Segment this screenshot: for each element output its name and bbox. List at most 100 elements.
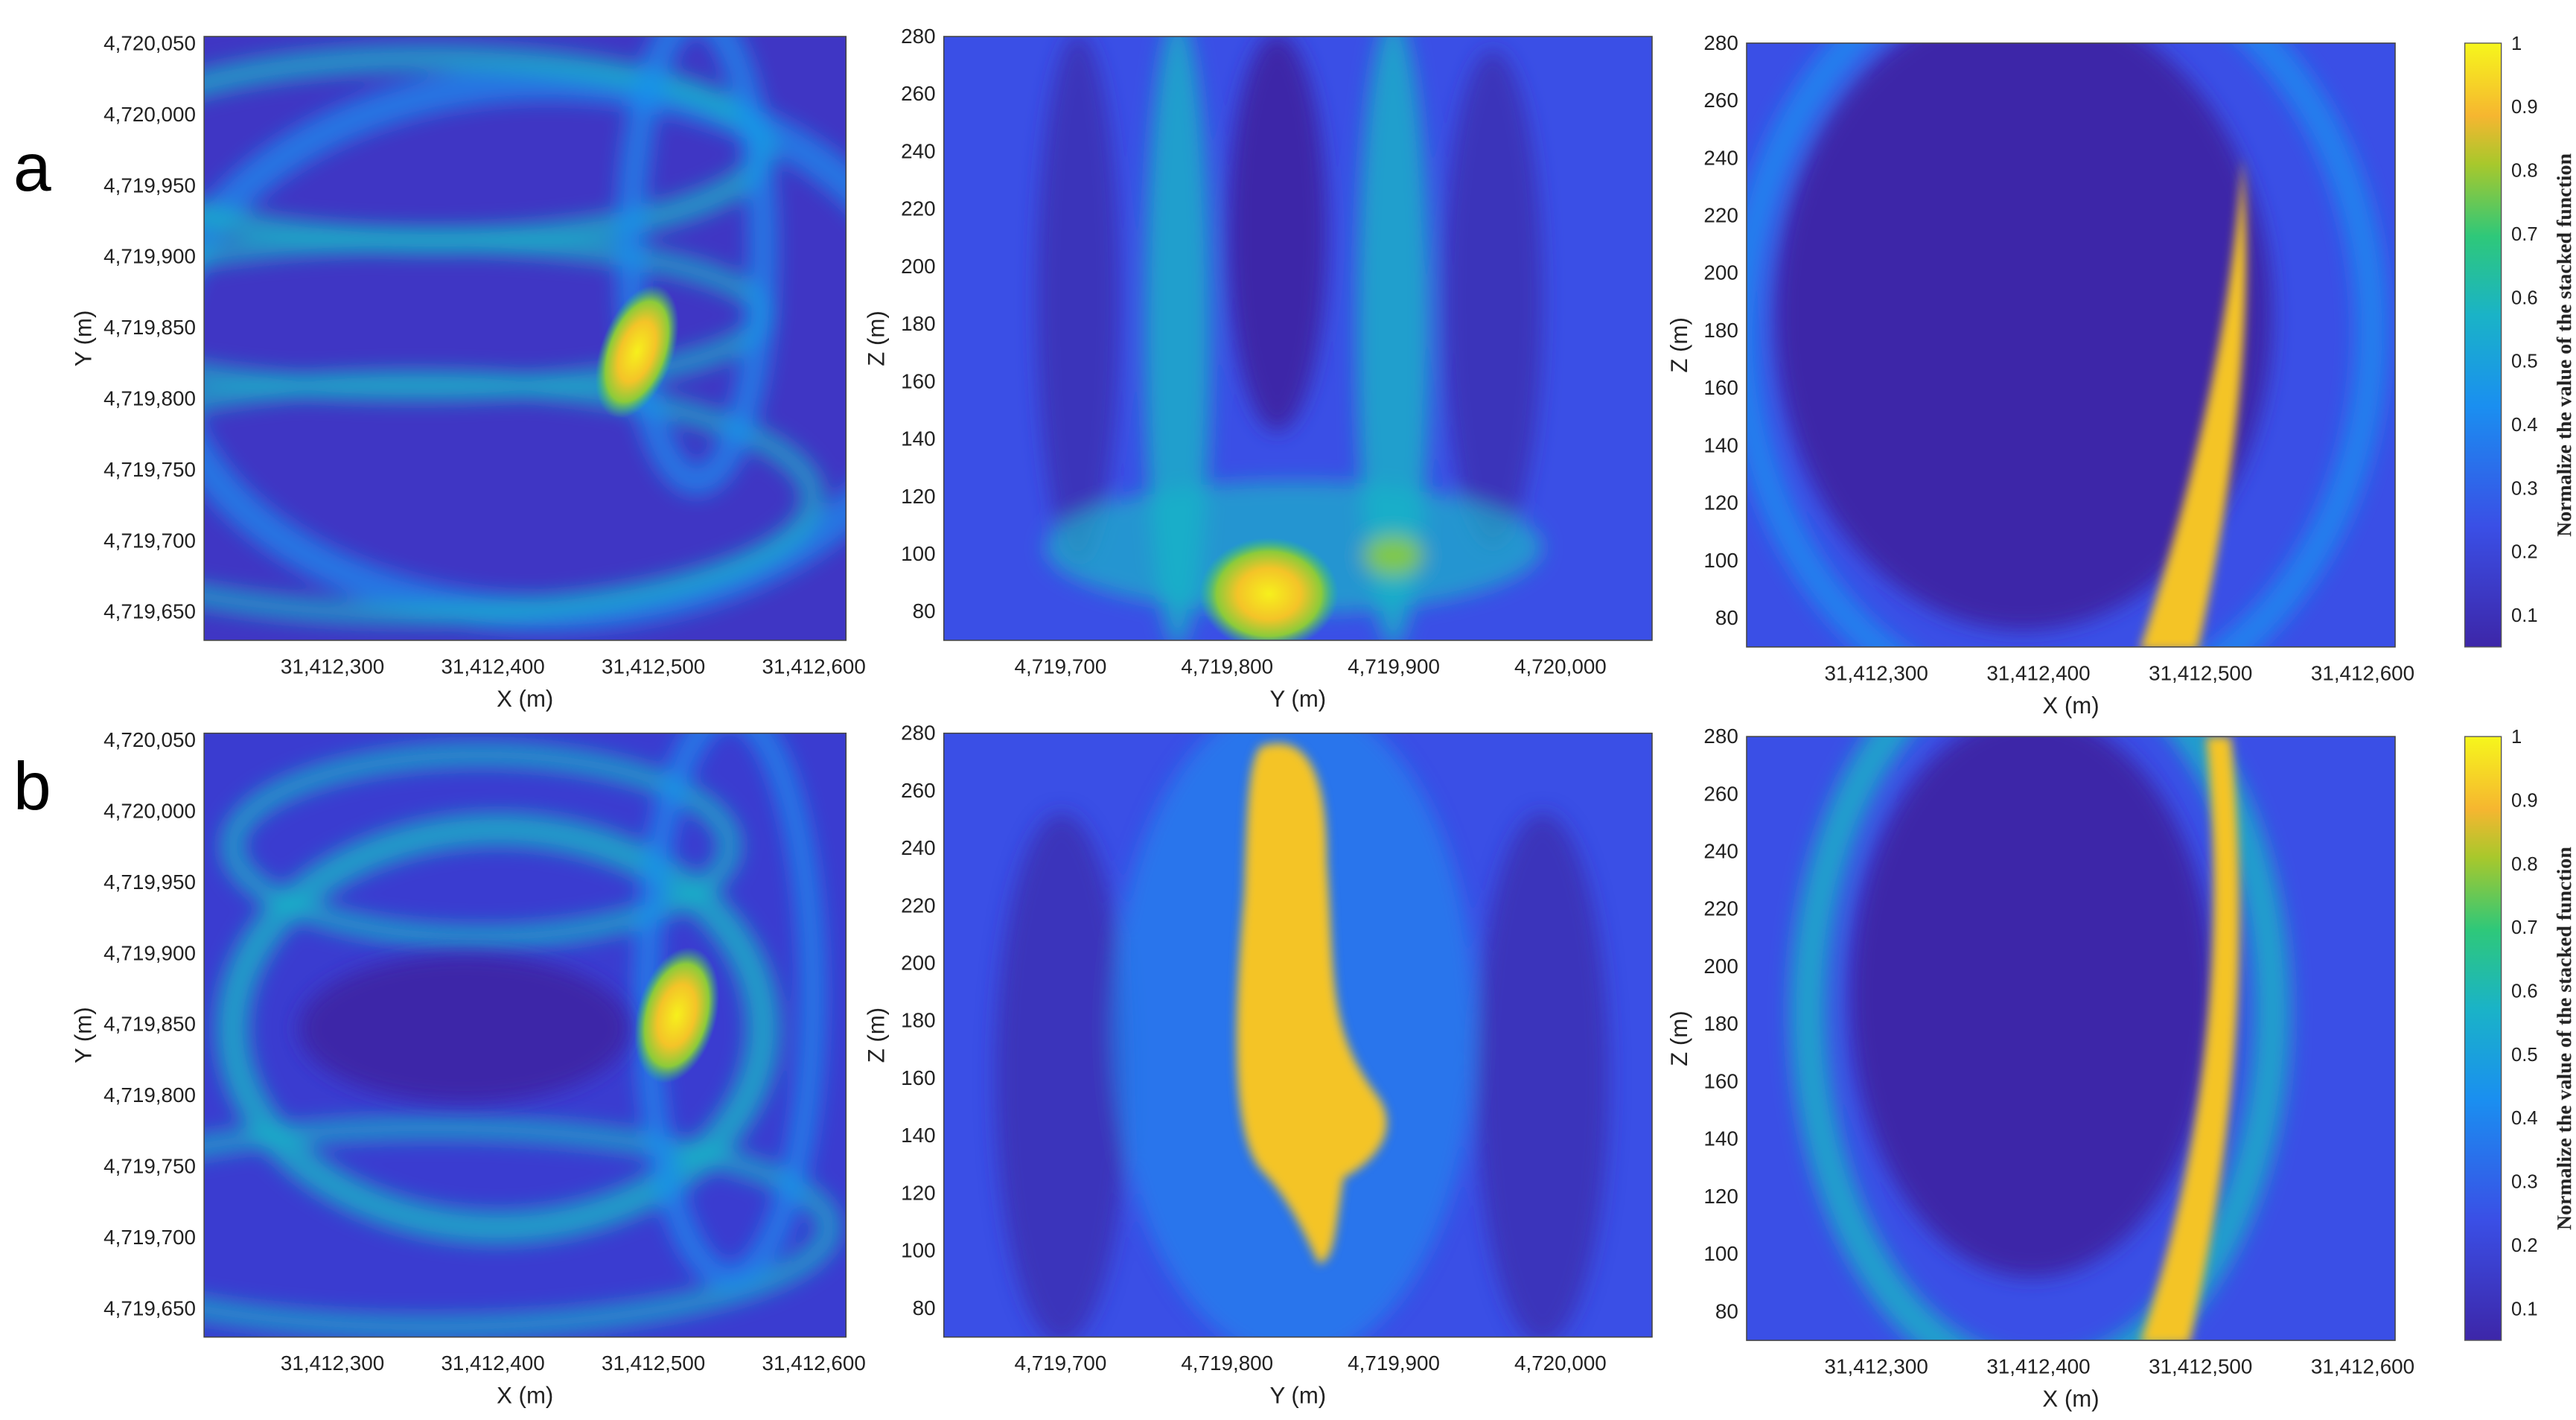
xtick-label-b-xz: 31,412,300 [1825,1355,1928,1378]
ytick-label-b-yz: 80 [913,1296,936,1319]
ytick-label-b-xy: 4,719,850 [103,1013,196,1036]
ytick-label-a-xz: 120 [1703,491,1738,515]
colorbar-tick-label: 0.6 [2511,981,2538,1002]
xlabel-a-xy: X (m) [497,686,553,712]
ytick-label-b-xz: 180 [1703,1012,1738,1035]
ytick-label-b-xy: 4,719,750 [103,1155,196,1178]
xtick-label-a-xz: 31,412,600 [2311,661,2414,684]
ytick-label-b-xz: 80 [1715,1299,1738,1322]
xtick-label-a-xy: 31,412,600 [762,655,866,678]
row-label-a: a [13,130,51,206]
ytick-label-b-xy: 4,720,000 [103,800,196,823]
ytick-label-a-yz: 220 [901,197,935,220]
ytick-label-a-xy: 4,719,850 [103,316,196,339]
panel-a-xy [204,36,847,640]
ytick-label-b-xy: 4,719,800 [103,1083,196,1107]
peak-a-yz [1199,537,1339,640]
xtick-label-a-xy: 31,412,500 [602,655,705,678]
xtick-label-a-xz: 31,412,400 [1986,661,2090,684]
colorbar-tick-label: 0.7 [2511,917,2538,938]
colorbar-tick-label: 0.5 [2511,1045,2538,1066]
ytick-label-a-yz: 240 [901,139,935,162]
xtick-label-b-xy: 31,412,600 [762,1351,866,1375]
xtick-label-a-yz: 4,719,700 [1015,655,1107,678]
panel-b-xy [204,733,847,1337]
ytick-label-a-xz: 280 [1703,31,1738,54]
ytick-label-a-yz: 140 [901,427,935,450]
ytick-label-b-xz: 280 [1703,725,1738,748]
ytick-label-b-yz: 120 [901,1181,935,1204]
ytick-label-b-xz: 160 [1703,1069,1738,1092]
ytick-label-a-xz: 180 [1703,319,1738,342]
ylabel-b-xz: Z (m) [1666,1010,1692,1066]
colorbar-tick-label: 0.3 [2511,478,2538,499]
ytick-label-b-xz: 120 [1703,1185,1738,1208]
ytick-label-a-yz: 260 [901,82,935,105]
ytick-label-b-yz: 100 [901,1239,935,1262]
ytick-label-b-xy: 4,719,900 [103,941,196,964]
ytick-label-a-xy: 4,719,800 [103,386,196,410]
ytick-label-a-yz: 180 [901,312,935,335]
row-label-b: b [13,748,51,824]
xtick-label-b-yz: 4,719,900 [1348,1351,1440,1375]
ytick-label-b-xz: 220 [1703,897,1738,920]
panel-a-yz [943,36,1653,640]
xtick-label-a-xy: 31,412,300 [281,655,384,678]
ytick-label-a-xz: 220 [1703,204,1738,227]
ytick-label-b-yz: 220 [901,894,935,917]
ytick-label-b-yz: 280 [901,722,935,745]
xlabel-a-xz: X (m) [2042,693,2099,719]
ytick-label-b-xz: 100 [1703,1242,1738,1265]
colorbar-tick-label: 0.1 [2511,605,2538,626]
ytick-label-b-xy: 4,719,650 [103,1296,196,1319]
colorbar-tick-label: 0.4 [2511,1108,2538,1129]
axes-frame-b-xz [1746,736,2396,1341]
xtick-label-a-yz: 4,720,000 [1514,655,1607,678]
xtick-label-a-yz: 4,719,800 [1181,655,1273,678]
peak-a-xy [595,284,679,418]
ytick-label-b-yz: 240 [901,836,935,859]
colorbar-tick-label: 0.8 [2511,854,2538,875]
ytick-label-b-xz: 200 [1703,955,1738,978]
panel-b-yz [943,733,1653,1337]
ytick-label-a-xz: 200 [1703,261,1738,284]
ytick-label-a-yz: 100 [901,542,935,565]
ytick-label-a-xz: 160 [1703,376,1738,399]
ytick-label-b-xz: 240 [1703,840,1738,863]
ytick-label-a-xy: 4,719,950 [103,173,196,197]
axes-frame-b-xy [203,732,847,1338]
axes-frame-a-xy [203,36,847,641]
ylabel-a-xy: Y (m) [71,311,97,367]
xlabel-b-yz: Y (m) [1270,1383,1327,1409]
peak-b-xy [634,946,720,1083]
colorbar-b-label: Normalize the value of the stacked funct… [2553,847,2576,1230]
colorbar-tick-label: 0.2 [2511,542,2538,563]
colorbar-tick-label: 0.1 [2511,1299,2538,1319]
colorbar-tick-label: 0.2 [2511,1235,2538,1256]
ytick-label-a-yz: 280 [901,25,935,48]
peak-b-yz [1237,743,1387,1264]
colorbar-b-bar [2464,736,2502,1341]
xtick-label-b-yz: 4,719,800 [1181,1351,1273,1375]
colorbar-tick-label: 0.7 [2511,224,2538,245]
ytick-label-a-xy: 4,720,050 [103,31,196,54]
colorbar-tick-label: 1 [2511,34,2522,54]
ytick-label-b-xz: 260 [1703,782,1738,805]
xtick-label-b-xy: 31,412,300 [281,1351,384,1375]
xtick-label-b-xz: 31,412,600 [2311,1355,2414,1378]
ytick-label-a-xy: 4,719,750 [103,458,196,481]
xtick-label-a-xy: 31,412,400 [441,655,544,678]
ytick-label-a-xz: 260 [1703,89,1738,112]
xtick-label-b-yz: 4,719,700 [1015,1351,1107,1375]
ylabel-b-xy: Y (m) [71,1007,97,1063]
ytick-label-a-xz: 240 [1703,146,1738,169]
colorbar-tick-label: 0.6 [2511,287,2538,308]
ylabel-a-yz: Z (m) [864,311,890,366]
ytick-label-b-xy: 4,719,700 [103,1226,196,1249]
xlabel-a-yz: Y (m) [1270,686,1327,712]
xtick-label-b-xy: 31,412,500 [602,1351,705,1375]
ytick-label-a-xy: 4,719,900 [103,245,196,268]
axes-frame-a-xz [1746,42,2396,648]
ytick-label-a-xy: 4,719,700 [103,529,196,552]
xtick-label-a-xz: 31,412,500 [2149,661,2252,684]
